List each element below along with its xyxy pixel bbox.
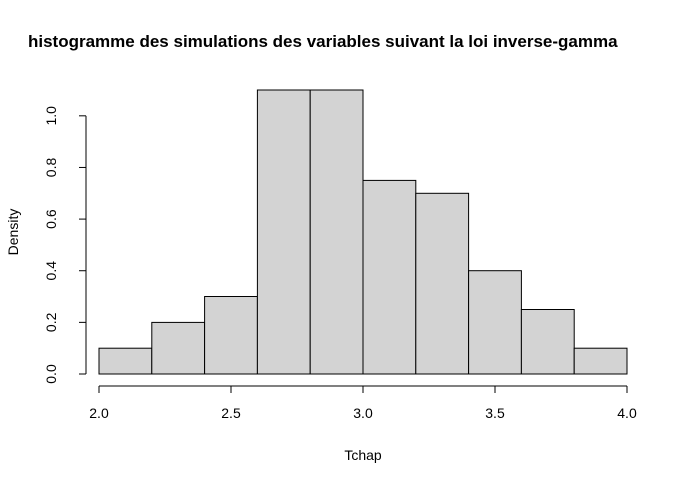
y-axis: 0.0 0.2 0.4 0.6 0.8 1.0 [43,106,87,384]
y-axis-label: Density [5,209,21,256]
x-tick-label: 3.0 [353,405,373,421]
histogram-bar-3 [204,296,258,375]
histogram-bar-7 [415,192,470,375]
y-tick-label: 0.8 [43,158,59,178]
histogram-bar-4 [256,89,311,375]
histogram-bar-1 [98,347,153,375]
histogram-bar-2 [151,321,206,375]
histogram-bar-9 [520,309,575,375]
histogram-bar-6 [362,179,417,375]
histogram-bar-10 [573,347,628,375]
x-tick-label: 4.0 [617,405,637,421]
bars-group [98,89,628,375]
y-tick-label: 1.0 [43,106,59,126]
y-tick-label: 0.4 [43,261,59,281]
chart-title: histogramme des simulations des variable… [28,32,618,51]
x-tick-label: 2.5 [221,405,241,421]
x-axis: 2.0 2.5 3.0 3.5 4.0 [89,385,637,421]
x-tick-label: 3.5 [485,405,505,421]
y-tick-label: 0.2 [43,312,59,332]
x-tick-label: 2.0 [89,405,109,421]
histogram-bar-5 [309,89,364,375]
histogram-bar-8 [468,270,522,375]
y-tick-label: 0.6 [43,209,59,229]
y-tick-label: 0.0 [43,364,59,384]
x-axis-label: Tchap [344,447,382,463]
